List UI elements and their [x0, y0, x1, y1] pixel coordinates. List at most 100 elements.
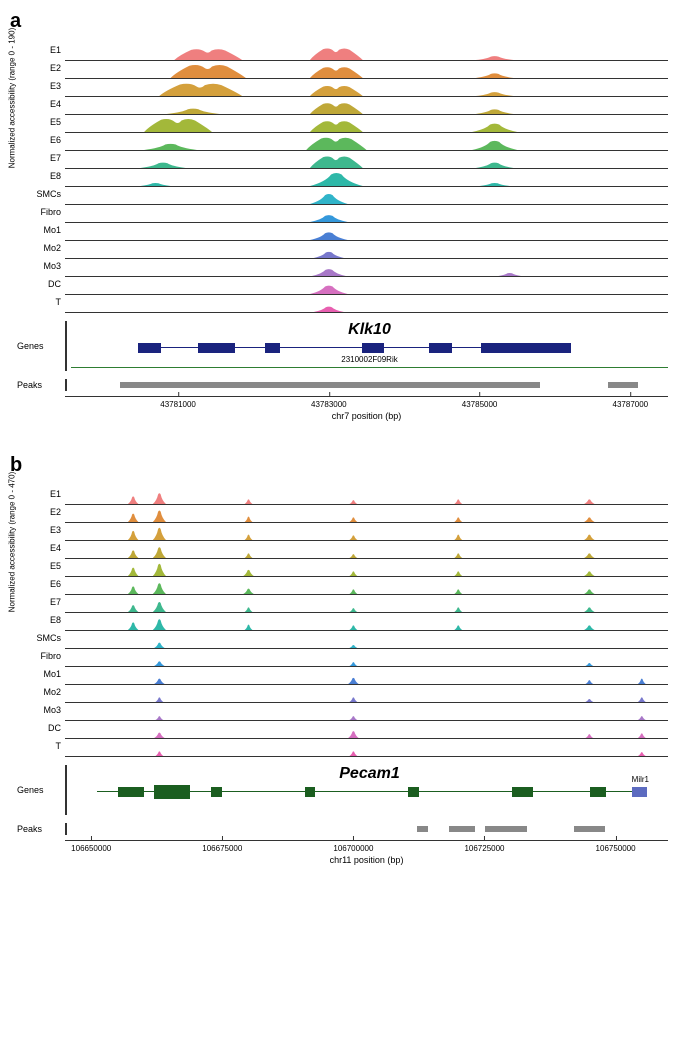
accessibility-peak [310, 286, 348, 294]
accessibility-peak [480, 183, 510, 186]
gene-exon [211, 787, 221, 797]
track-label: Mo2 [29, 243, 61, 253]
accessibility-peak [128, 514, 138, 522]
accessibility-peak [314, 252, 344, 258]
accessibility-peak [153, 511, 166, 522]
gene-exon [118, 787, 144, 797]
track-svg [65, 223, 668, 240]
accessibility-peak [349, 517, 357, 522]
track-row: Mo2 [65, 685, 668, 703]
accessibility-peak [585, 663, 593, 666]
track-svg [65, 505, 668, 522]
secondary-gene-label: Milr1 [632, 775, 649, 784]
gene-exon [362, 343, 384, 353]
track-svg [65, 523, 668, 540]
x-axis: 1066500001066750001067000001067250001067… [65, 840, 668, 868]
x-tick-label: 43781000 [160, 400, 196, 409]
track-row: DC [65, 721, 668, 739]
track-row: SMCs [65, 187, 668, 205]
gene-exon [154, 785, 190, 799]
accessibility-peak [128, 622, 138, 630]
accessibility-peak [310, 103, 363, 114]
peaks-annotation: Peaks [65, 823, 668, 835]
tracks-container: E1E2E3E4E5E6E7E8SMCsFibroMo1Mo2Mo3DCT [65, 43, 668, 313]
x-tick: 43781000 [160, 397, 196, 409]
accessibility-peak [314, 307, 344, 312]
accessibility-peak [585, 680, 593, 684]
peak-bar [417, 826, 427, 832]
track-row: E5 [65, 115, 668, 133]
track-label: E4 [29, 99, 61, 109]
accessibility-peak [584, 607, 594, 612]
y-axis-label: Normalized accessibility (range 0 - 470) [8, 471, 17, 612]
track-svg [65, 559, 668, 576]
track-row: E2 [65, 61, 668, 79]
track-row: Mo1 [65, 223, 668, 241]
track-row: E3 [65, 523, 668, 541]
gene-exon [481, 343, 571, 353]
accessibility-peak [153, 528, 166, 540]
peaks-region [65, 823, 668, 835]
track-row: E7 [65, 151, 668, 169]
track-label: Mo3 [29, 705, 61, 715]
accessibility-peak [584, 589, 594, 594]
accessibility-peak [349, 716, 357, 720]
accessibility-peak [349, 589, 357, 594]
genes-label: Genes [17, 341, 44, 351]
secondary-gene [632, 787, 648, 797]
x-tick: 43787000 [613, 397, 649, 409]
track-row: E6 [65, 577, 668, 595]
track-svg [65, 169, 668, 186]
track-svg [65, 187, 668, 204]
track-row: DC [65, 277, 668, 295]
track-label: E7 [29, 597, 61, 607]
track-svg [65, 487, 668, 504]
track-svg [65, 667, 668, 684]
peak-bar [574, 826, 605, 832]
track-label: SMCs [29, 189, 61, 199]
track-svg [65, 595, 668, 612]
gene-name: Klk10 [71, 321, 668, 339]
track-label: Fibro [29, 651, 61, 661]
track-row: SMCs [65, 631, 668, 649]
accessibility-peak [584, 517, 594, 522]
gene-exon [198, 343, 235, 353]
accessibility-peak [154, 661, 164, 666]
accessibility-peak [584, 535, 594, 540]
peak-bar [449, 826, 475, 832]
accessibility-peak [454, 499, 462, 504]
track-row: Fibro [65, 649, 668, 667]
gene-region: Klk102310002F09Rik [65, 321, 668, 371]
accessibility-peak [310, 194, 348, 204]
accessibility-peak [310, 173, 363, 186]
peaks-annotation: Peaks [65, 379, 668, 391]
track-label: E2 [29, 507, 61, 517]
accessibility-peak [153, 493, 166, 504]
gene-region: Pecam1Milr1 [65, 765, 668, 815]
accessibility-peak [476, 163, 514, 168]
x-tick-label: 106675000 [202, 844, 242, 853]
track-row: E2 [65, 505, 668, 523]
gene-name: Pecam1 [71, 765, 668, 783]
track-svg [65, 295, 668, 312]
gene-exon [138, 343, 160, 353]
accessibility-peak [155, 716, 163, 720]
x-tick: 106725000 [464, 841, 504, 853]
track-label: E4 [29, 543, 61, 553]
track-svg [65, 631, 668, 648]
peak-bar [608, 382, 638, 388]
track-label: E6 [29, 135, 61, 145]
x-tick-label: 106750000 [596, 844, 636, 853]
accessibility-peak [638, 679, 646, 684]
accessibility-peak [454, 517, 462, 522]
track-svg [65, 151, 668, 168]
x-tick: 106675000 [202, 841, 242, 853]
track-svg [65, 79, 668, 96]
genes-label: Genes [17, 785, 44, 795]
accessibility-peak [498, 273, 521, 276]
accessibility-peak [349, 554, 357, 558]
x-tick: 106750000 [596, 841, 636, 853]
track-label: DC [29, 279, 61, 289]
accessibility-peak [454, 589, 462, 594]
track-row: T [65, 295, 668, 313]
